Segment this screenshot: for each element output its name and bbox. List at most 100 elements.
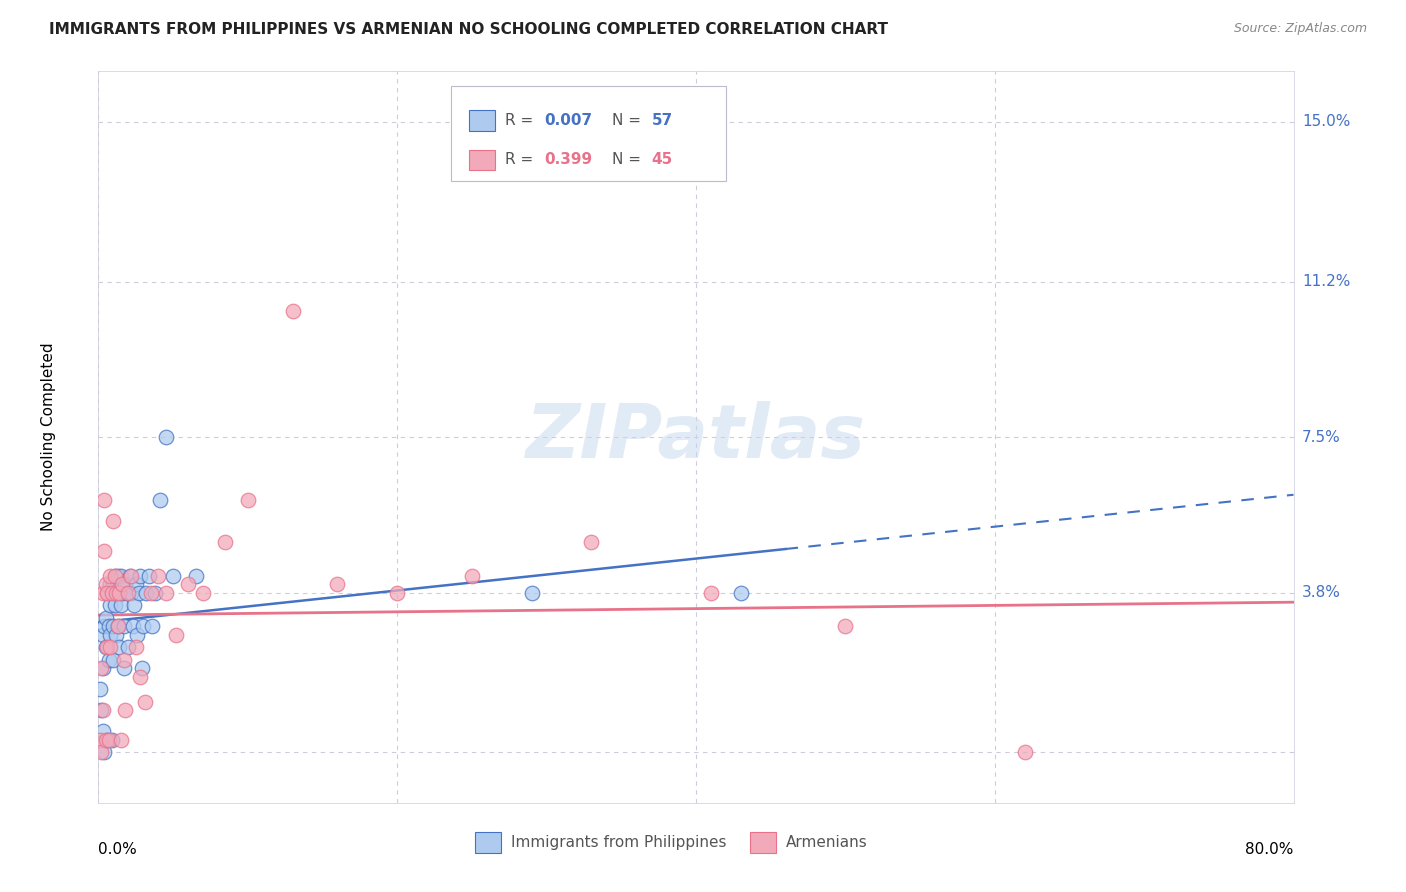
FancyBboxPatch shape <box>749 832 776 853</box>
Text: 0.399: 0.399 <box>544 153 592 168</box>
Point <box>94 611 117 625</box>
Point <box>90 745 112 759</box>
Point <box>117 585 139 599</box>
Point <box>108 640 131 655</box>
Point <box>112 661 135 675</box>
Text: 0.007: 0.007 <box>544 113 592 128</box>
Point <box>103 653 125 667</box>
Point <box>90 661 112 675</box>
Point <box>135 585 157 599</box>
Text: No Schooling Completed: No Schooling Completed <box>41 343 56 532</box>
Point <box>107 619 129 633</box>
Point <box>326 577 349 591</box>
Point <box>177 577 200 591</box>
Point <box>101 732 124 747</box>
Point <box>105 627 128 641</box>
FancyBboxPatch shape <box>470 110 495 130</box>
Point <box>139 585 162 599</box>
Point <box>91 724 114 739</box>
Point <box>112 619 135 633</box>
FancyBboxPatch shape <box>475 832 501 853</box>
Text: R =: R = <box>505 113 538 128</box>
Point <box>581 535 603 549</box>
Point <box>98 599 122 613</box>
Point <box>520 585 543 599</box>
Point <box>191 585 214 599</box>
Point <box>125 577 148 591</box>
Point <box>94 732 117 747</box>
Point <box>107 619 129 633</box>
Point <box>125 640 148 655</box>
Point <box>103 514 125 528</box>
Point <box>131 661 153 675</box>
Text: 11.2%: 11.2% <box>1302 274 1350 289</box>
Text: IMMIGRANTS FROM PHILIPPINES VS ARMENIAN NO SCHOOLING COMPLETED CORRELATION CHART: IMMIGRANTS FROM PHILIPPINES VS ARMENIAN … <box>49 22 889 37</box>
Point <box>98 640 122 655</box>
Point <box>93 619 115 633</box>
Point <box>91 661 114 675</box>
Point <box>141 619 163 633</box>
Point <box>134 695 156 709</box>
Point <box>96 585 118 599</box>
Point <box>97 619 120 633</box>
Point <box>834 619 856 633</box>
Point <box>127 627 149 641</box>
Text: N =: N = <box>613 113 647 128</box>
Point <box>115 585 138 599</box>
Point <box>118 569 141 583</box>
Point <box>101 585 124 599</box>
Point <box>104 599 127 613</box>
Point <box>98 627 122 641</box>
Point <box>96 585 118 599</box>
Point <box>98 569 122 583</box>
Point <box>121 619 143 633</box>
Point <box>90 703 112 717</box>
Text: Source: ZipAtlas.com: Source: ZipAtlas.com <box>1233 22 1367 36</box>
Point <box>108 585 131 599</box>
Point <box>129 670 152 684</box>
Point <box>91 585 114 599</box>
Point <box>281 304 304 318</box>
Point <box>128 585 150 599</box>
Point <box>700 585 723 599</box>
Point <box>461 569 484 583</box>
Point <box>97 732 120 747</box>
Point <box>120 569 142 583</box>
Text: 0.0%: 0.0% <box>98 842 138 856</box>
Point <box>138 569 160 583</box>
Point <box>155 430 177 444</box>
Point <box>155 585 177 599</box>
Point <box>132 619 155 633</box>
Point <box>124 599 146 613</box>
Point <box>94 640 117 655</box>
Point <box>93 745 115 759</box>
Point <box>96 732 118 747</box>
Text: Armenians: Armenians <box>786 835 868 850</box>
Point <box>120 585 142 599</box>
Point <box>91 627 114 641</box>
Text: 3.8%: 3.8% <box>1302 585 1341 600</box>
Text: 57: 57 <box>652 113 673 128</box>
Point <box>214 535 236 549</box>
Text: ZIPatlas: ZIPatlas <box>526 401 866 474</box>
FancyBboxPatch shape <box>470 150 495 170</box>
Point <box>103 619 125 633</box>
Point <box>101 585 124 599</box>
Point <box>117 640 139 655</box>
Point <box>104 569 127 583</box>
Point <box>110 599 132 613</box>
Point <box>184 569 207 583</box>
Point <box>236 493 259 508</box>
Point <box>114 577 136 591</box>
Text: N =: N = <box>613 153 647 168</box>
Point <box>105 585 128 599</box>
Point <box>1014 745 1036 759</box>
Text: 45: 45 <box>652 153 673 168</box>
Point <box>97 653 120 667</box>
Text: Immigrants from Philippines: Immigrants from Philippines <box>510 835 727 850</box>
Point <box>98 577 122 591</box>
Point <box>114 703 136 717</box>
Point <box>111 585 134 599</box>
Point <box>143 585 166 599</box>
Point <box>93 493 115 508</box>
